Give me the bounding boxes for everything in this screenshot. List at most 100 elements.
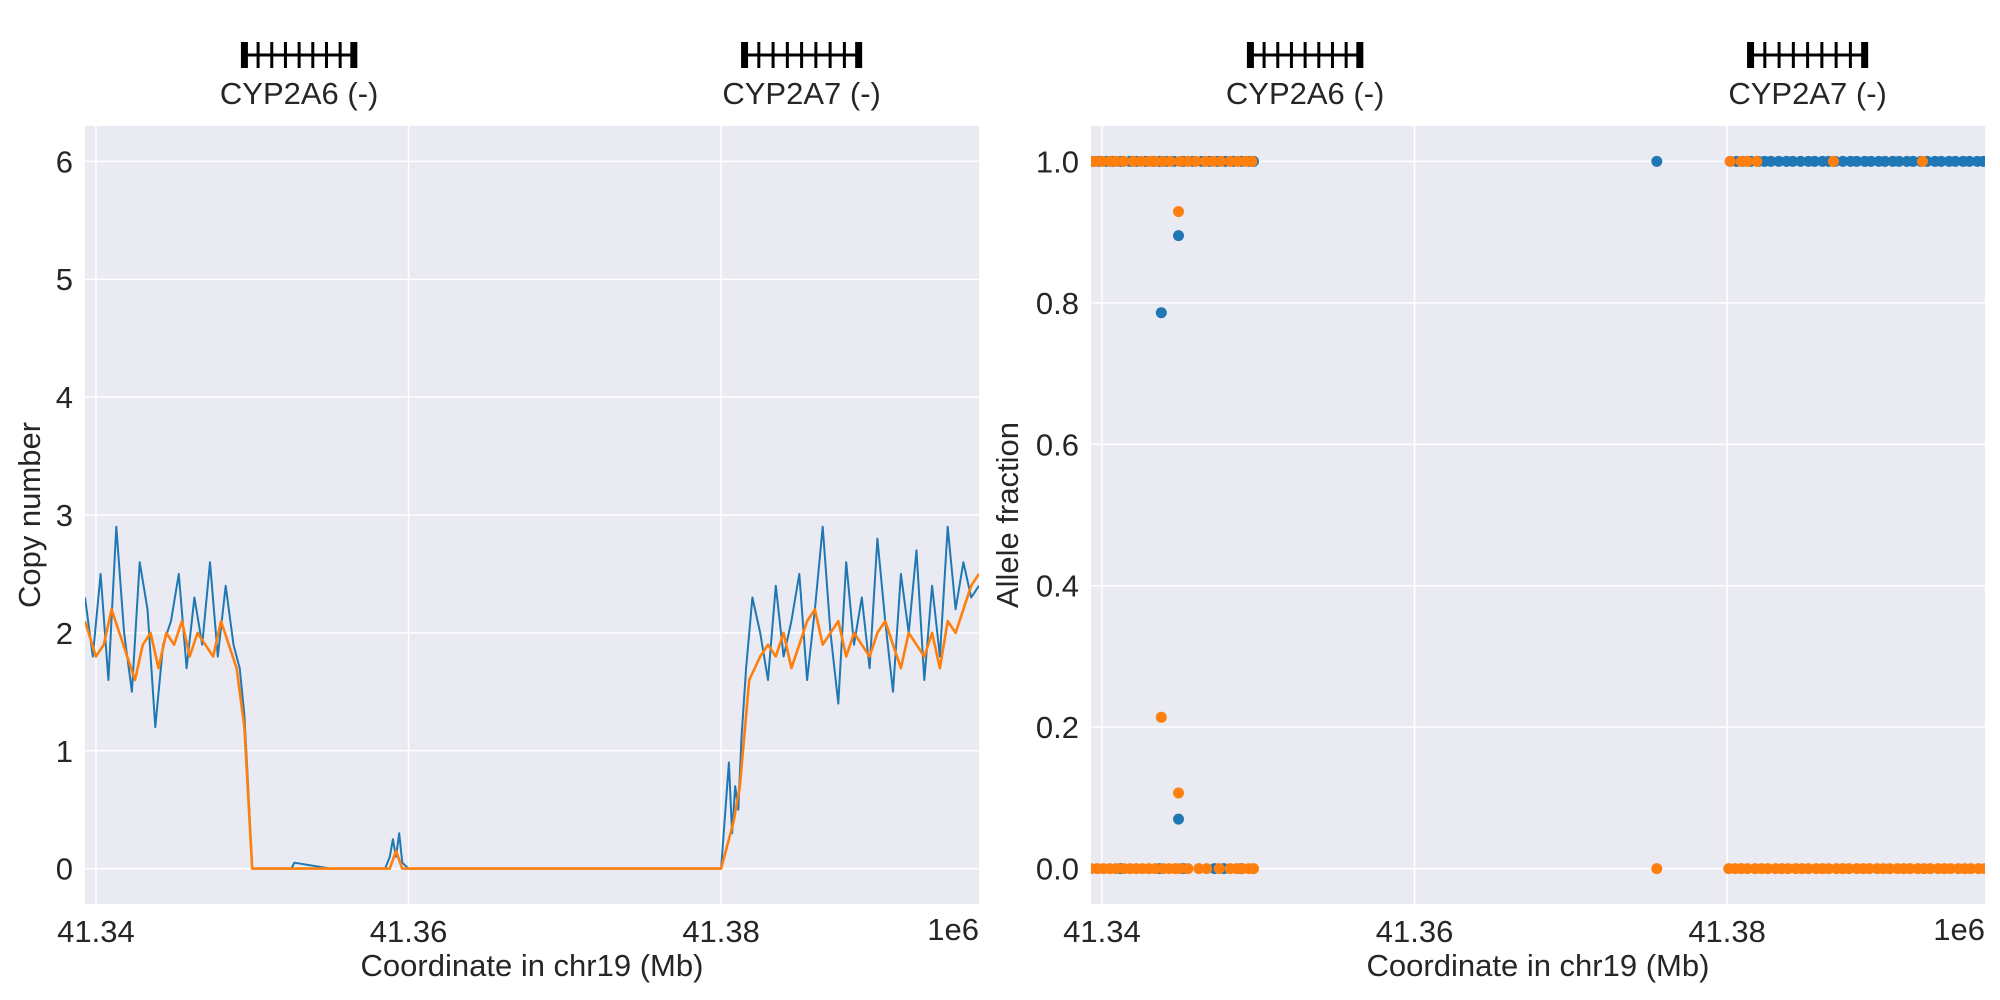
allele-fraction-y-axis-label: Allele fraction	[990, 422, 1025, 608]
allele-fraction-series-1-point	[1246, 155, 1258, 167]
allele-fraction-series-1-point	[1904, 863, 1916, 875]
allele-fraction-series-1-point	[1917, 155, 1928, 167]
copy-number-y-tick-label: 5	[56, 262, 73, 297]
gene-exon	[741, 42, 749, 68]
gene-exon	[1820, 42, 1824, 68]
allele-fraction-series-0-point	[1907, 155, 1919, 167]
allele-fraction-plot-area	[1091, 126, 1985, 904]
allele-fraction-points	[1091, 155, 1985, 875]
allele-fraction-series-0-point	[1773, 155, 1785, 167]
allele-fraction-series-1-point	[1979, 863, 1985, 875]
gene-0-label: CYP2A6 (-)	[220, 76, 378, 111]
allele-fraction-series-1-point	[1651, 863, 1663, 875]
allele-fraction-series-0-point	[1837, 155, 1849, 167]
allele-fraction-series-1-point	[1110, 863, 1122, 875]
allele-fraction-series-1-point	[1827, 155, 1839, 167]
gene-exon	[283, 42, 287, 68]
allele-fraction-series-1-point	[1843, 863, 1855, 875]
allele-fraction-series-1-point	[1157, 155, 1169, 167]
gene-exon	[1747, 42, 1755, 68]
gene-0-glyph	[240, 42, 358, 68]
copy-number-gene-track: CYP2A6 (-) CYP2A7 (-)	[220, 42, 881, 111]
allele-fraction-series-1-point	[1182, 863, 1194, 875]
allele-fraction-series-1-point	[1118, 155, 1130, 167]
allele-fraction-series-1-point	[1149, 155, 1161, 167]
gene-exon	[1344, 42, 1348, 68]
allele-fraction-series-1-point	[1741, 155, 1753, 167]
allele-fraction-series-0-point	[1949, 155, 1961, 167]
allele-fraction-series-1-point	[1174, 863, 1186, 875]
allele-fraction-series-0-point	[1173, 813, 1184, 825]
allele-fraction-x-tick-label: 41.38	[1688, 914, 1766, 949]
allele-fraction-series-0-point	[1851, 155, 1863, 167]
allele-fraction-series-1-point	[1215, 155, 1227, 167]
allele-fraction-series-0-point	[1935, 155, 1947, 167]
allele-fraction-series-0-point	[1893, 155, 1905, 167]
allele-fraction-series-1-point	[1213, 863, 1225, 875]
allele-fraction-series-0-point	[1963, 155, 1975, 167]
gene-1-label: CYP2A7 (-)	[722, 76, 880, 111]
copy-number-x-tick-label: 41.38	[682, 914, 760, 949]
gene-1-glyph	[1747, 42, 1869, 68]
allele-fraction-gene-track: CYP2A6 (-) CYP2A7 (-)	[1226, 42, 1887, 111]
copy-number-x-offset-label: 1e6	[927, 912, 979, 947]
copy-number-y-axis-label: Copy number	[12, 422, 47, 608]
allele-fraction-series-0-point	[1155, 307, 1167, 319]
allele-fraction-series-1-point	[1224, 155, 1236, 167]
copy-number-y-tick-label: 6	[56, 144, 73, 179]
allele-fraction-series-1-point	[1149, 863, 1161, 875]
allele-fraction-series-1-point	[1096, 155, 1108, 167]
allele-fraction-series-1-point	[1741, 863, 1753, 875]
allele-fraction-x-axis-label: Coordinate in chr19 (Mb)	[1367, 948, 1710, 983]
gene-exon	[1791, 42, 1795, 68]
allele-fraction-series-1-point	[1199, 155, 1211, 167]
gene-exon	[1289, 42, 1293, 68]
copy-number-panel: 41.34 41.36 41.38 0 1 2 3 4 5 6 CYP2A6 (-) CYP2A7 …	[12, 42, 979, 983]
allele-fraction-series-0-point	[1809, 155, 1821, 167]
allele-fraction-series-1-point	[1174, 155, 1186, 167]
gene-exon	[855, 42, 863, 68]
allele-fraction-series-1-point	[1802, 863, 1814, 875]
gene-exon	[338, 42, 342, 68]
gene-exon	[1356, 42, 1364, 68]
gene-exon	[757, 42, 761, 68]
allele-fraction-series-1-point	[1884, 863, 1896, 875]
allele-fraction-series-1-point	[1924, 863, 1936, 875]
allele-fraction-series-1-point	[1173, 206, 1184, 218]
allele-fraction-x-tick-label: 41.36	[1376, 914, 1454, 949]
allele-fraction-series-1-point	[1207, 155, 1219, 167]
allele-fraction-series-1-point	[1190, 155, 1202, 167]
allele-fraction-series-1-point	[1110, 155, 1122, 167]
allele-fraction-y-tick-label: 0.8	[1036, 286, 1079, 321]
gene-exon	[311, 42, 315, 68]
gene-exon	[785, 42, 789, 68]
gene-exon	[1276, 42, 1280, 68]
allele-fraction-series-1-point	[1248, 863, 1259, 875]
allele-fraction-series-0-point	[1787, 155, 1799, 167]
gene-exon	[1262, 42, 1266, 68]
allele-fraction-series-1-point	[1751, 155, 1763, 167]
allele-fraction-series-1-point	[1127, 155, 1139, 167]
gene-0-label: CYP2A6 (-)	[1226, 76, 1384, 111]
allele-fraction-y-tick-label: 0.4	[1036, 569, 1079, 604]
copy-number-grid	[85, 126, 979, 904]
allele-fraction-series-1-point	[1823, 863, 1835, 875]
allele-fraction-series-0-point	[1977, 155, 1985, 167]
gene-exon	[814, 42, 818, 68]
allele-fraction-series-0-point	[1879, 155, 1891, 167]
allele-fraction-series-1-point	[1193, 863, 1205, 875]
copy-number-x-tick-label: 41.34	[57, 914, 135, 949]
gene-exon	[350, 42, 358, 68]
copy-number-y-tick-label: 1	[56, 734, 73, 769]
allele-fraction-series-1-point	[1863, 863, 1875, 875]
copy-number-y-tick-label: 4	[56, 380, 73, 415]
allele-fraction-panel: 41.34 41.36 41.38 0.0 0.2 0.4 0.6 0.8 1.0 CYP2A6…	[990, 42, 1985, 983]
allele-fraction-series-1-point	[1165, 155, 1177, 167]
gene-1-label: CYP2A7 (-)	[1728, 76, 1886, 111]
allele-fraction-y-tick-label: 1.0	[1036, 144, 1079, 179]
copy-number-y-tick-label: 0	[56, 852, 73, 887]
gene-1-glyph	[741, 42, 863, 68]
copy-number-series-1-line	[85, 573, 979, 870]
gene-exon	[800, 42, 804, 68]
gene-exon	[1303, 42, 1307, 68]
